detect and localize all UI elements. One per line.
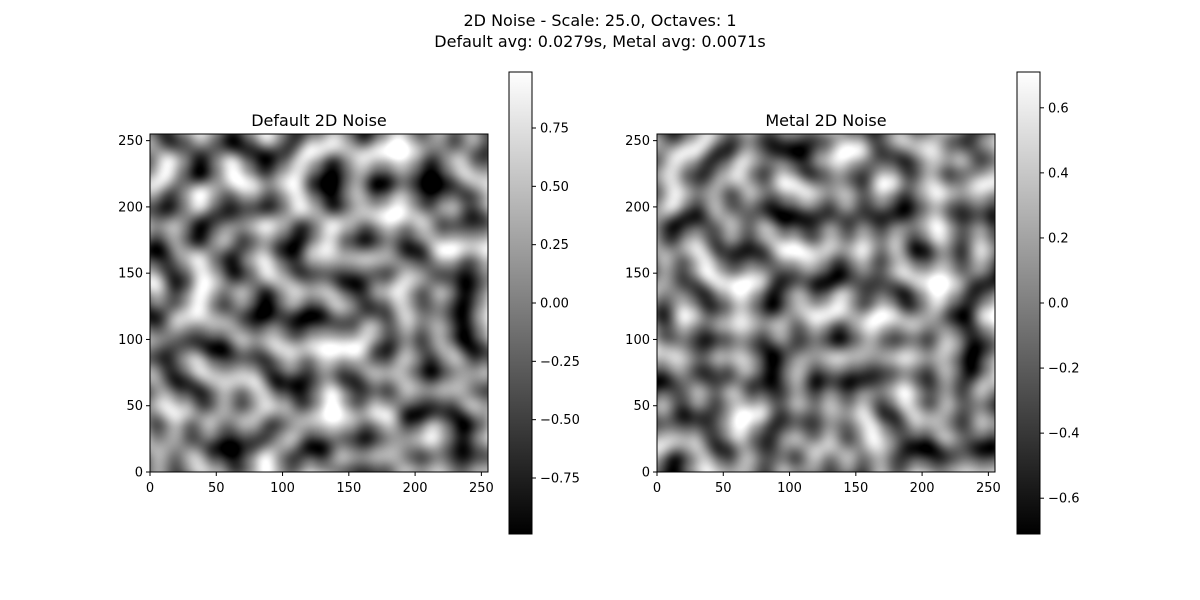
metal-xtick-label: 100: [777, 481, 802, 496]
default-xtick-label: 0: [146, 481, 154, 496]
metal-colorbar: [1016, 71, 1041, 535]
metal-noise-plot-frame: [656, 133, 996, 473]
default-ytick-label: 100: [118, 333, 143, 348]
metal-colorbar-tick-label: 0.0: [1048, 297, 1069, 312]
default-ytick-label: 200: [118, 200, 143, 215]
metal-xtick-label: 250: [976, 481, 1001, 496]
metal-colorbar-tick-label: 0.6: [1048, 101, 1069, 116]
metal-xtick-label: 150: [843, 481, 868, 496]
default-xtick-label: 150: [336, 481, 361, 496]
default-noise-image: [150, 134, 488, 472]
default-xtick-label: 100: [270, 481, 295, 496]
figure-title-line1: 2D Noise - Scale: 25.0, Octaves: 1: [463, 11, 736, 30]
default-xtick-label: 50: [208, 481, 225, 496]
metal-colorbar-tick-label: 0.4: [1048, 166, 1069, 181]
metal-xtick-label: 0: [653, 481, 661, 496]
default-ytick-label: 50: [126, 399, 143, 414]
metal-ytick-label: 50: [633, 399, 650, 414]
default-colorbar-tick-label: 0.25: [540, 238, 569, 253]
default-colorbar-tick-label: 0.00: [540, 297, 569, 312]
default-colorbar: [508, 71, 533, 535]
figure-title-line2: Default avg: 0.0279s, Metal avg: 0.0071s: [434, 32, 765, 51]
default-colorbar-ticks: −0.75 −0.50 −0.25 0.00 0.25 0.50 0.75: [532, 122, 580, 487]
metal-xtick-label: 200: [910, 481, 935, 496]
metal-ytick-label: 200: [625, 200, 650, 215]
default-ytick-label: 0: [135, 466, 143, 481]
metal-colorbar-tick-label: −0.2: [1048, 362, 1080, 377]
metal-colorbar-tick-label: −0.4: [1048, 427, 1080, 442]
default-colorbar-tick-label: 0.50: [540, 180, 569, 195]
metal-xtick-label: 50: [715, 481, 732, 496]
default-xtick-label: 200: [403, 481, 428, 496]
default-colorbar-tick-label: 0.75: [540, 122, 569, 137]
metal-colorbar-ticks: −0.6 −0.4 −0.2 0.0 0.2 0.4 0.6: [1040, 101, 1080, 507]
default-noise-axes: 0 50 100 150 200 250 0 50 100 150 200 250: [118, 134, 494, 496]
metal-noise-axes: 0 50 100 150 200 250 0 50 100 150 200 250: [625, 134, 1001, 496]
metal-colorbar-tick-label: −0.6: [1048, 492, 1080, 507]
default-noise-title: Default 2D Noise: [251, 111, 387, 130]
default-colorbar-tick-label: −0.25: [540, 355, 580, 370]
metal-noise-image: [657, 134, 995, 472]
default-ytick-label: 250: [118, 134, 143, 149]
default-colorbar-tick-label: −0.50: [540, 413, 580, 428]
default-xtick-label: 250: [469, 481, 494, 496]
default-colorbar-tick-label: −0.75: [540, 472, 580, 487]
metal-noise-panel: Metal 2D Noise 0 50 100 150 200 250 0 50 100 150 2…: [625, 71, 1080, 535]
metal-ytick-label: 150: [625, 267, 650, 282]
metal-ytick-label: 100: [625, 333, 650, 348]
default-noise-plot-frame: [149, 133, 489, 473]
metal-ytick-label: 250: [625, 134, 650, 149]
metal-noise-title: Metal 2D Noise: [765, 111, 886, 130]
metal-ytick-label: 0: [642, 466, 650, 481]
metal-colorbar-tick-label: 0.2: [1048, 231, 1069, 246]
default-ytick-label: 150: [118, 267, 143, 282]
default-noise-panel: Default 2D Noise 0 50 100 150 200 250 0 50 100 15…: [118, 71, 580, 535]
